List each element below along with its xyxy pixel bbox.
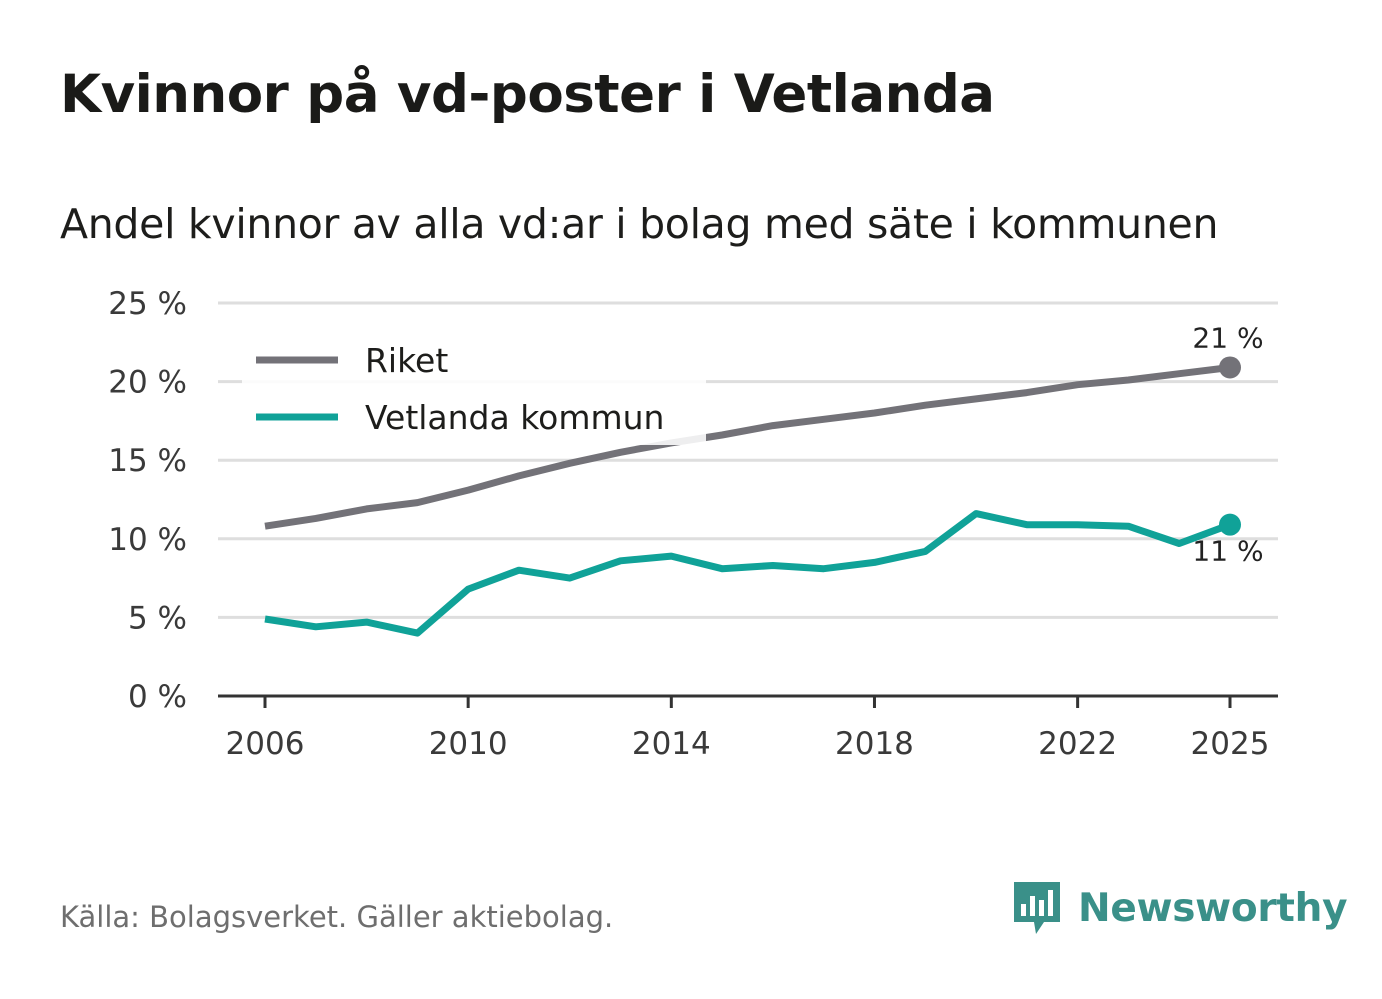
end-point-riket [1219, 356, 1241, 379]
brand-logo: Newsworthy [1010, 878, 1348, 938]
end-label-vetlanda-kommun: 11 % [1192, 535, 1263, 568]
y-tick-label: 15 % [108, 443, 187, 479]
end-label-riket: 21 % [1192, 321, 1263, 354]
x-tick-label: 2006 [226, 726, 305, 762]
x-tick-label: 2018 [835, 726, 914, 762]
bar-chart-speech-bubble-icon [1014, 882, 1060, 934]
legend-label-vetlanda-kommun: Vetlanda kommun [365, 398, 664, 437]
series-line-vetlanda-kommun [264, 510, 1232, 637]
end-labels: 21 % 11 % [1192, 321, 1263, 567]
series-line-riket [264, 364, 1231, 530]
x-tick-label: 2022 [1038, 726, 1117, 762]
y-tick-label: 0 % [128, 679, 187, 715]
x-axis: 2006 2010 2014 2018 2022 2025 [218, 694, 1278, 762]
legend-label-riket: Riket [365, 341, 448, 380]
x-tick-label: 2010 [429, 726, 508, 762]
end-point-vetlanda-kommun [1219, 513, 1241, 536]
legend: Riket Vetlanda kommun [242, 333, 706, 445]
legend-background [242, 333, 706, 445]
y-tick-label: 20 % [108, 365, 187, 401]
y-tick-label: 25 % [108, 286, 187, 322]
brand-name: Newsworthy [1078, 885, 1348, 931]
series-lines [264, 356, 1241, 637]
x-tick-label: 2014 [632, 726, 711, 762]
y-axis-tick-labels: 0 % 5 % 10 % 15 % 20 % 25 % [108, 286, 187, 715]
y-tick-label: 10 % [108, 522, 187, 558]
chart-subtitle: Andel kvinnor av alla vd:ar i bolag med … [60, 200, 1219, 248]
chart-title: Kvinnor på vd-poster i Vetlanda [60, 64, 995, 125]
source-note: Källa: Bolagsverket. Gäller aktiebolag. [60, 900, 614, 934]
x-tick-label: 2025 [1191, 726, 1270, 762]
y-tick-label: 5 % [128, 600, 187, 636]
